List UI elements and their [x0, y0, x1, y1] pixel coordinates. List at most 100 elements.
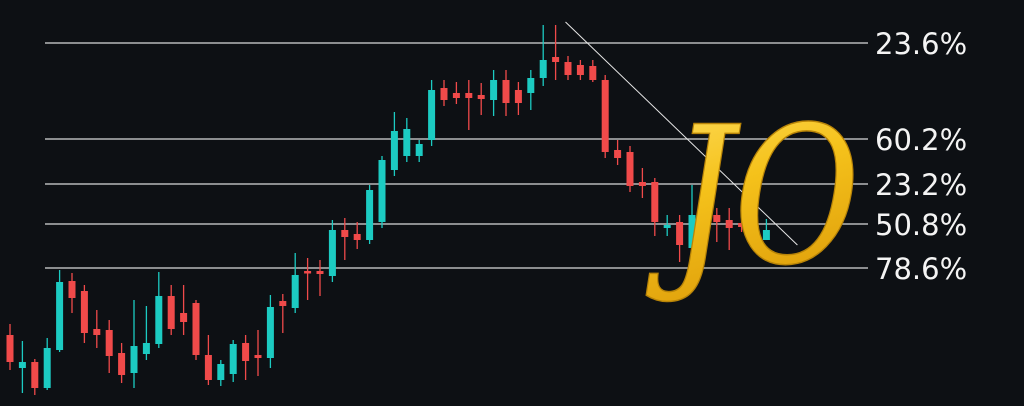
- candle-down: [353, 222, 361, 249]
- candle-down: [316, 260, 324, 296]
- candle-up: [490, 70, 498, 116]
- candle-body: [56, 282, 64, 350]
- candle-body: [700, 210, 708, 224]
- candle-up: [43, 338, 51, 390]
- candle-up: [56, 270, 64, 352]
- candle-down: [725, 208, 733, 250]
- candle-up: [266, 295, 274, 368]
- candle-body: [316, 271, 324, 274]
- candle-body: [142, 343, 150, 354]
- candle-body: [254, 355, 262, 358]
- candle-body: [229, 344, 237, 374]
- fib-level-label: 50.8%: [875, 208, 967, 242]
- candle-body: [713, 215, 721, 222]
- candle-body: [403, 129, 411, 156]
- candle-down: [68, 273, 76, 313]
- candle-down: [700, 190, 708, 232]
- candle-body: [638, 182, 646, 186]
- candle-body: [242, 343, 250, 361]
- candle-body: [6, 335, 14, 362]
- candle-body: [514, 90, 522, 103]
- candle-down: [304, 258, 312, 300]
- candle-up: [217, 360, 225, 386]
- candle-body: [738, 223, 746, 227]
- candle-body: [762, 230, 770, 240]
- candle-body: [31, 362, 39, 388]
- candle-down: [738, 215, 746, 232]
- candle-body: [279, 301, 287, 306]
- candle-body: [428, 90, 436, 140]
- candle-body: [80, 291, 88, 333]
- candle-up: [366, 185, 374, 244]
- candle-body: [452, 93, 460, 98]
- candle-body: [614, 150, 622, 158]
- candle-body: [601, 80, 609, 152]
- fib-level-label: 78.6%: [875, 252, 967, 286]
- candle-body: [366, 190, 374, 240]
- candle-body: [390, 131, 398, 170]
- candle-body: [130, 346, 138, 373]
- candle-up: [415, 140, 423, 162]
- candle-up: [155, 272, 163, 348]
- candle-down: [242, 335, 250, 380]
- candle-body: [353, 234, 361, 240]
- candle-up: [688, 185, 696, 252]
- candle-body: [576, 65, 584, 75]
- candle-body: [440, 88, 448, 100]
- candle-body: [266, 307, 274, 358]
- candle-body: [291, 275, 299, 308]
- candle-down: [6, 324, 14, 370]
- candle-down: [80, 285, 88, 343]
- candle-body: [477, 95, 485, 99]
- candle-body: [564, 62, 572, 75]
- candle-down: [626, 146, 634, 192]
- candle-body: [105, 330, 113, 356]
- candle-body: [539, 60, 547, 78]
- candle-up: [428, 80, 436, 146]
- candle-body: [490, 80, 498, 100]
- candle-down: [440, 80, 448, 106]
- candle-up: [390, 112, 398, 176]
- candle-down: [341, 218, 349, 260]
- candle-up: [142, 306, 150, 360]
- candle-up: [229, 340, 237, 382]
- candle-body: [663, 225, 671, 228]
- candle-body: [688, 215, 696, 248]
- candle-body: [651, 182, 659, 222]
- candle-body: [502, 80, 510, 103]
- candle-body: [328, 230, 336, 276]
- fib-level-label: 23.6%: [875, 27, 967, 61]
- candle-down: [31, 359, 39, 395]
- candle-down: [452, 82, 460, 104]
- candle-down: [676, 215, 684, 262]
- candle-body: [676, 222, 684, 245]
- candle-body: [626, 152, 634, 186]
- fib-level-label: 23.2%: [875, 168, 967, 202]
- candle-down: [192, 300, 200, 360]
- fib-level-label: 60.2%: [875, 123, 967, 157]
- candle-body: [217, 364, 225, 380]
- logo: JO: [646, 86, 860, 307]
- candle-body: [589, 66, 597, 80]
- candle-up: [762, 219, 770, 240]
- candle-body: [43, 348, 51, 388]
- candle-down: [502, 70, 510, 116]
- candle-body: [725, 220, 733, 228]
- trend-line: [565, 21, 798, 246]
- candle-body: [750, 230, 758, 240]
- candle-down: [552, 25, 560, 80]
- candle-body: [18, 362, 26, 368]
- candle-down: [638, 168, 646, 198]
- candle-body: [552, 57, 560, 62]
- candle-body: [341, 230, 349, 237]
- candle-down: [465, 80, 473, 130]
- candle-up: [663, 215, 671, 236]
- candle-down: [614, 140, 622, 165]
- candle-body: [204, 355, 212, 380]
- candle-body: [465, 93, 473, 98]
- candle-down: [601, 75, 609, 158]
- candle-up: [539, 25, 547, 86]
- candle-down: [279, 294, 287, 333]
